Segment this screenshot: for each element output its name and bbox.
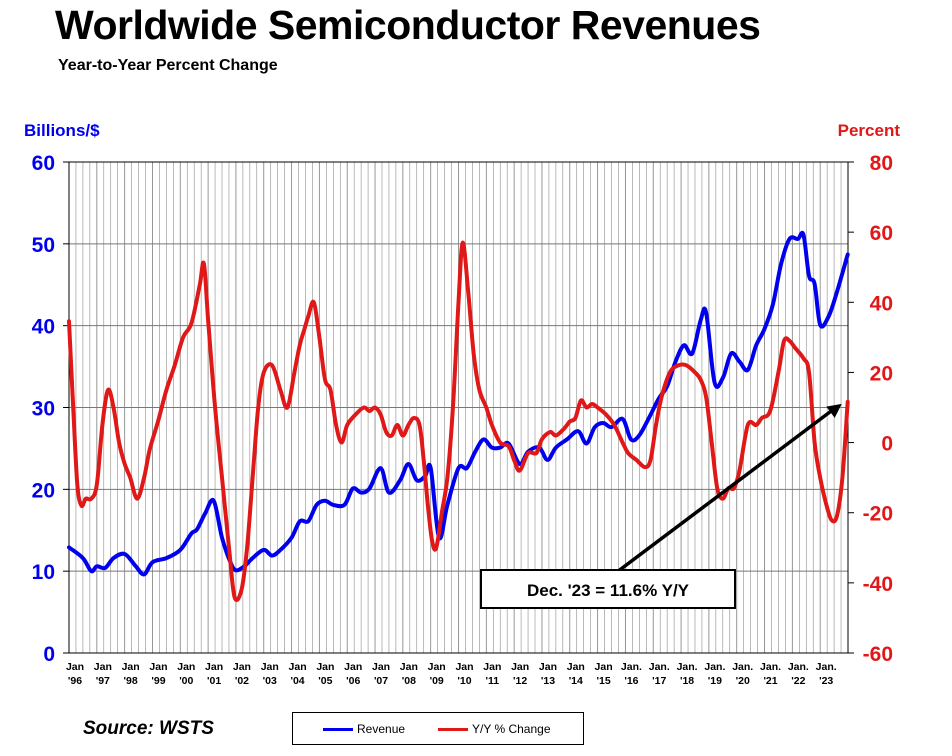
legend-label-revenue: Revenue [357,722,406,736]
right-tick-label: 20 [870,362,893,385]
x-tick-label: Jan '12 [511,661,529,687]
x-tick-label: Jan. '17 [649,661,670,687]
annotation-box [480,569,736,609]
x-tick-label: Jan. '22 [788,661,809,687]
right-tick-label: -60 [863,643,893,666]
x-tick-label: Jan '99 [149,661,167,687]
source-note: Source: WSTS [83,718,214,739]
x-tick-label: Jan. '19 [704,661,725,687]
legend-item-revenue: Revenue [323,722,405,736]
left-tick-label: 50 [32,234,55,257]
right-tick-label: -40 [863,573,893,596]
x-tick-label: Jan '06 [344,661,362,687]
right-tick-label: 0 [881,433,893,456]
legend-swatch-revenue [323,727,353,731]
x-tick-label: Jan '97 [94,661,112,687]
x-tick-label: Jan '02 [233,661,251,687]
x-tick-label: Jan '01 [205,661,223,687]
right-tick-label: -20 [863,503,893,526]
x-tick-label: Jan '15 [595,661,613,687]
legend: Revenue Y/Y % Change [292,712,584,745]
right-axis-label: Percent [837,121,900,140]
x-tick-label: Jan '13 [539,661,557,687]
left-tick-label: 60 [32,152,55,175]
chart-subtitle: Year-to-Year Percent Change [58,57,278,74]
annotation-arrow-shaft [615,408,834,574]
x-tick-label: Jan '08 [400,661,418,687]
left-axis-label: Billions/$ [24,121,100,140]
x-tick-label: Jan. '18 [677,661,698,687]
right-tick-label: 80 [870,152,893,175]
x-tick-label: Jan '10 [455,661,473,687]
series-line-y-y-change [67,240,850,602]
x-tick-label: Jan '07 [372,661,390,687]
x-tick-label: Jan '96 [66,661,84,687]
x-tick-label: Jan. '20 [732,661,753,687]
legend-label-yoy: Y/Y % Change [472,722,551,736]
legend-swatch-yoy [438,727,468,731]
left-tick-label: 40 [32,316,55,339]
series-line-revenue [67,230,850,577]
chart-title: Worldwide Semiconductor Revenues [55,2,761,48]
annotation-arrow-head [826,403,842,418]
x-tick-label: Jan. '16 [621,661,642,687]
left-tick-label: 10 [32,561,55,584]
left-tick-label: 0 [43,643,55,666]
chart-canvas: 0 10 20 30 40 50 60 -60 -40 -20 0 20 40 60 80 Jan '96 Jan… [32,152,893,687]
x-tick-label: Jan '11 [483,661,501,687]
x-tick-label: Jan. '21 [760,661,781,687]
x-tick-label: Jan '05 [316,661,334,687]
annotation-text: Dec. '23 = 11.6% Y/Y [527,581,690,600]
x-tick-label: Jan '00 [177,661,195,687]
x-tick-label: Jan '04 [289,661,307,687]
x-tick-label: Jan '09 [428,661,446,687]
x-tick-label: Jan '03 [261,661,279,687]
left-tick-label: 20 [32,479,55,502]
x-tick-label: Jan. '23 [816,661,837,687]
left-tick-label: 30 [32,398,55,421]
x-tick-label: Jan '14 [567,661,585,687]
legend-item-yoy: Y/Y % Change [438,722,551,736]
right-tick-label: 60 [870,222,893,245]
right-tick-label: 40 [870,292,893,315]
x-tick-label: Jan '98 [122,661,140,687]
